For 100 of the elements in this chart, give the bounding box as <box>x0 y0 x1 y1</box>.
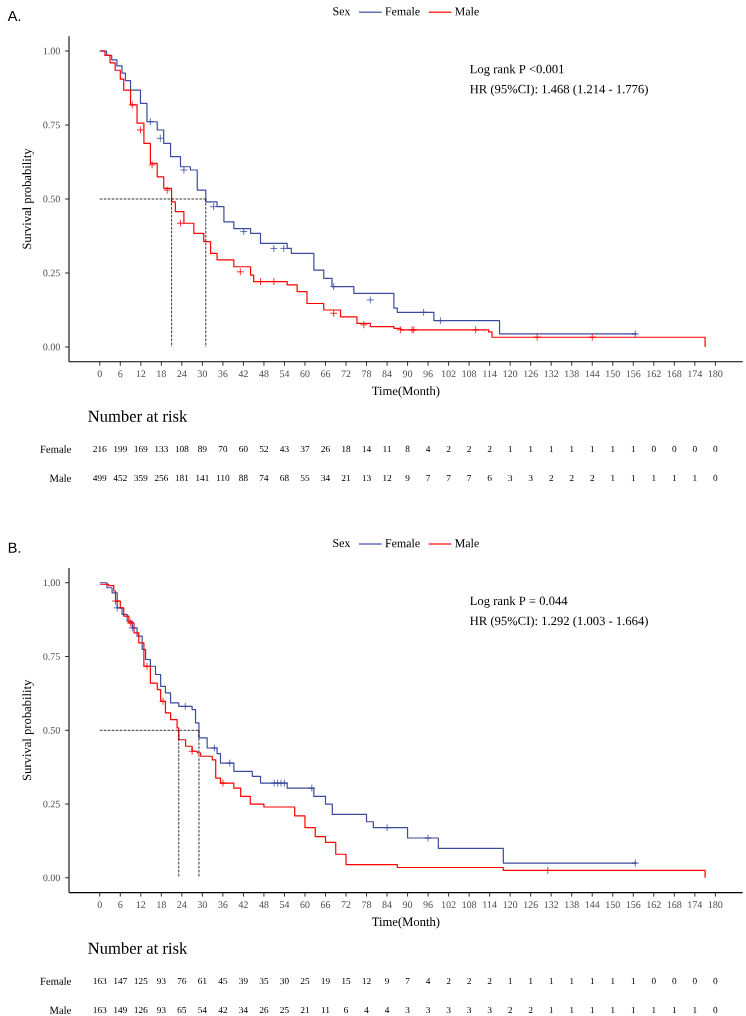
y-axis-title: Survival probability <box>22 679 34 781</box>
data-label: 3 <box>528 474 533 482</box>
data-label: 4 <box>425 445 431 453</box>
data-label: 0 <box>672 977 677 985</box>
legend-label: Female <box>385 538 420 548</box>
data-label: 68 <box>280 474 289 482</box>
data-label: 25 <box>300 977 310 985</box>
x-tick-label: 162 <box>647 901 661 908</box>
data-label: 19 <box>321 977 330 985</box>
x-tick-label: 36 <box>218 370 228 378</box>
data-label: 3 <box>446 1006 451 1014</box>
data-label: 0 <box>672 445 677 453</box>
data-label: 70 <box>218 445 228 453</box>
x-tick-label: 102 <box>442 901 456 909</box>
data-label: 1 <box>611 445 615 453</box>
x-tick-label: 24 <box>177 370 187 378</box>
data-label: 6 <box>344 1006 349 1014</box>
y-tick-label: 0.25 <box>43 800 60 808</box>
data-label: 256 <box>154 474 169 482</box>
data-label: 8 <box>405 445 410 453</box>
data-label: 42 <box>218 1006 228 1014</box>
legend-label: Male <box>455 7 479 16</box>
x-tick-label: 132 <box>544 370 559 378</box>
data-label: 45 <box>218 977 228 985</box>
y-tick-label: 0.50 <box>43 726 60 734</box>
data-label: 1 <box>631 474 636 482</box>
data-label: 7 <box>446 474 451 482</box>
data-label: 1 <box>549 1006 553 1014</box>
data-label: 1 <box>652 474 656 482</box>
data-label: 9 <box>405 474 410 482</box>
data-label: 11 <box>383 445 391 453</box>
data-label: 1 <box>549 445 553 453</box>
x-tick-label: 18 <box>157 370 166 378</box>
x-tick-label: 30 <box>197 370 207 378</box>
x-tick-label: 48 <box>259 901 269 909</box>
y-tick-label: 1.00 <box>43 579 60 587</box>
data-label: 43 <box>279 445 289 453</box>
data-label: 0 <box>713 1006 718 1014</box>
data-label: 1 <box>611 1006 615 1014</box>
x-tick-label: 174 <box>688 370 703 378</box>
data-label: 2 <box>446 445 451 453</box>
data-label: 110 <box>216 474 230 482</box>
x-tick-label: 42 <box>238 370 248 378</box>
data-label: 2 <box>487 445 492 453</box>
data-label: 1 <box>508 445 512 453</box>
x-tick-label: 168 <box>667 901 682 909</box>
data-label: 2 <box>487 977 492 985</box>
data-label: 0 <box>713 445 718 453</box>
data-label: 25 <box>280 1006 289 1014</box>
data-label: 3 <box>405 1006 410 1014</box>
x-tick-label: 12 <box>136 370 146 378</box>
x-tick-label: 0 <box>97 370 102 378</box>
x-tick-label: 150 <box>606 370 620 378</box>
legend-title: Sex <box>333 539 351 548</box>
x-tick-label: 132 <box>544 901 559 908</box>
data-label: 26 <box>321 445 330 453</box>
x-tick-label: 72 <box>341 370 351 378</box>
data-label: 0 <box>692 977 697 985</box>
data-label: 9 <box>385 977 389 985</box>
x-tick-label: 54 <box>280 901 290 908</box>
x-tick-label: 144 <box>585 901 600 908</box>
data-label: 216 <box>93 445 107 453</box>
x-tick-label: 66 <box>320 901 331 908</box>
x-tick-label: 114 <box>483 901 497 908</box>
data-label: 1 <box>631 977 636 985</box>
data-label: 14 <box>362 445 372 453</box>
x-axis-title: Time(Month) <box>371 386 440 398</box>
x-tick-label: 0 <box>97 901 102 909</box>
data-label: 1 <box>611 977 615 985</box>
data-label: 6 <box>487 474 492 482</box>
data-label: 55 <box>300 474 310 482</box>
x-tick-label: 42 <box>238 901 248 908</box>
data-label: 18 <box>342 445 351 453</box>
data-label: 1 <box>611 474 615 482</box>
chart-title: B. <box>8 542 21 553</box>
x-tick-label: 30 <box>197 901 207 909</box>
x-tick-label: 6 <box>118 901 123 908</box>
data-label: 125 <box>134 977 148 985</box>
data-label: 2 <box>467 445 471 453</box>
data-label: 2 <box>590 474 595 482</box>
x-tick-label: 150 <box>606 901 620 909</box>
data-label: 61 <box>198 977 207 985</box>
data-label: 65 <box>177 1006 187 1014</box>
data-label: 3 <box>508 474 513 482</box>
data-label: 3 <box>426 1006 431 1014</box>
data-label: 2 <box>446 977 451 985</box>
legend-label: Female <box>385 7 420 16</box>
x-tick-label: 84 <box>382 901 392 909</box>
data-label: 88 <box>239 474 248 482</box>
data-label: 30 <box>280 977 289 985</box>
data-label: 21 <box>341 474 351 482</box>
legend-title: Sex <box>333 7 351 16</box>
x-tick-label: 78 <box>362 901 372 909</box>
data-label: 4 <box>425 977 431 985</box>
annotation: HR (95%CI): 1.292 (1.003 - 1.664) <box>470 616 648 628</box>
data-label: 34 <box>239 1006 248 1014</box>
data-label: 0 <box>713 474 718 482</box>
data-label: 126 <box>134 1006 148 1014</box>
data-label: 2 <box>508 1006 512 1014</box>
data-label: 163 <box>93 1006 107 1014</box>
